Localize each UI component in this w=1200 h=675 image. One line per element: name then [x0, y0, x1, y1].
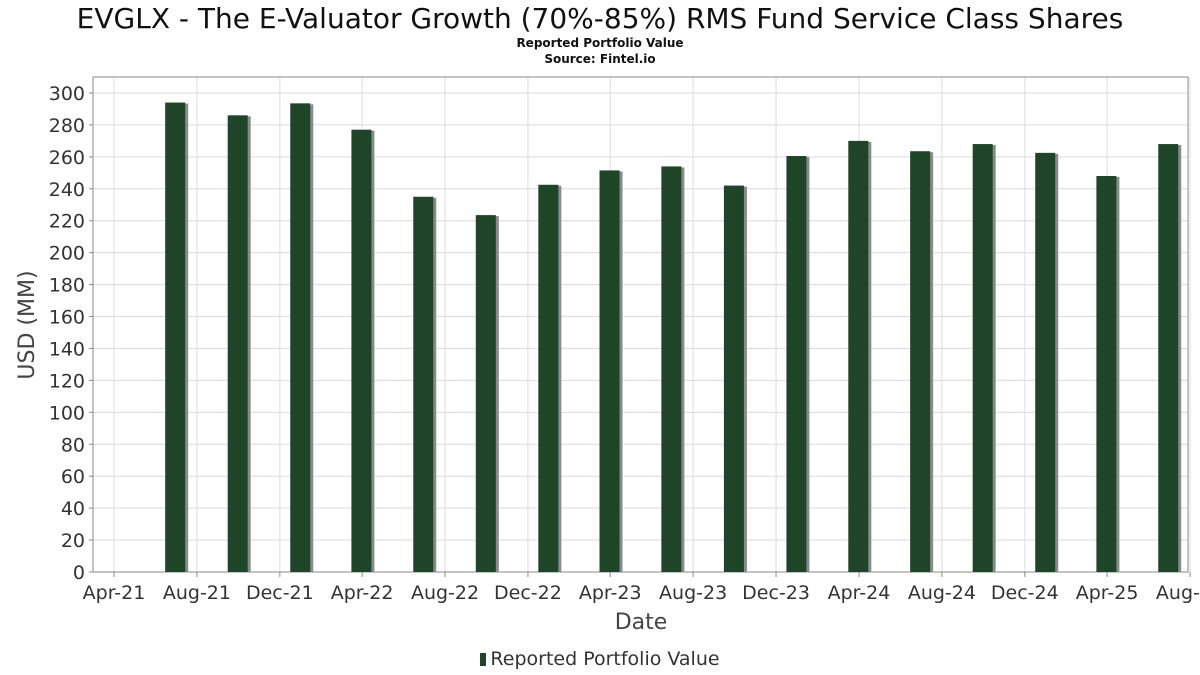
bar	[351, 129, 372, 572]
y-tick-label: 80	[61, 434, 85, 456]
bar	[1035, 152, 1056, 572]
bar	[1158, 144, 1179, 572]
x-tick-label: Apr-24	[828, 582, 891, 604]
bars	[165, 102, 1182, 573]
y-tick-label: 60	[61, 466, 85, 488]
y-tick-label: 180	[49, 275, 85, 297]
x-tick-label: Apr-21	[83, 582, 146, 604]
legend-label: Reported Portfolio Value	[490, 648, 720, 670]
bar	[1096, 176, 1117, 572]
x-tick-label: Dec-21	[246, 582, 314, 604]
x-tick-label: Dec-24	[991, 582, 1059, 604]
x-tick-label: Aug-24	[908, 582, 976, 604]
y-tick-label: 20	[61, 530, 85, 552]
y-tick-label: 120	[49, 370, 85, 392]
y-tick-label: 260	[49, 147, 85, 169]
chart-subtitle: Reported Portfolio Value	[516, 36, 684, 50]
bar	[475, 215, 496, 572]
bar	[599, 170, 620, 572]
x-tick-label: Dec-23	[742, 582, 810, 604]
plot-area-border	[92, 76, 1189, 573]
bar	[661, 166, 682, 572]
y-tick-label: 40	[61, 498, 85, 520]
bar	[848, 140, 869, 572]
y-tick-label: 240	[49, 179, 85, 201]
x-tick-label: Apr-23	[579, 582, 642, 604]
y-tick-label: 300	[49, 83, 85, 105]
bar	[723, 185, 744, 573]
x-tick-label: Apr-25	[1076, 582, 1139, 604]
y-tick-label: 140	[49, 338, 85, 360]
bar	[165, 102, 186, 572]
y-tick-label: 0	[73, 562, 85, 584]
bar	[413, 196, 434, 573]
legend-swatch	[480, 653, 487, 666]
y-tick-label: 220	[49, 211, 85, 233]
x-axis-label: Date	[615, 610, 668, 635]
bar	[538, 184, 559, 572]
x-tick-label: Aug-21	[163, 582, 231, 604]
grid-lines	[93, 77, 1191, 573]
bar	[972, 144, 993, 572]
chart-source: Source: Fintel.io	[544, 52, 656, 66]
x-tick-label: Aug-22	[411, 582, 479, 604]
y-axis: 0 20 40 60 80 100 120 140 160 180 200 220 240 260 280 3…	[49, 83, 93, 584]
y-tick-label: 160	[49, 307, 85, 329]
x-axis: Apr-21 Aug-21 Dec-21 Apr-22 Aug-22 Dec-22 Apr-…	[83, 572, 1200, 604]
bar	[786, 156, 807, 572]
legend: Reported Portfolio Value	[0, 648, 1200, 670]
y-axis-label: USD (MM)	[15, 270, 40, 379]
y-tick-label: 280	[49, 115, 85, 137]
x-tick-label: Aug-23	[659, 582, 727, 604]
y-tick-label: 100	[49, 402, 85, 424]
x-tick-label: Dec-22	[494, 582, 562, 604]
bar	[910, 151, 931, 572]
bar	[290, 103, 311, 572]
x-tick-label: Apr-22	[331, 582, 394, 604]
chart-title: EVGLX - The E-Valuator Growth (70%-85%) …	[76, 2, 1124, 35]
y-tick-label: 200	[49, 243, 85, 265]
bar	[227, 115, 248, 573]
x-tick-label: Aug-25	[1156, 582, 1200, 604]
